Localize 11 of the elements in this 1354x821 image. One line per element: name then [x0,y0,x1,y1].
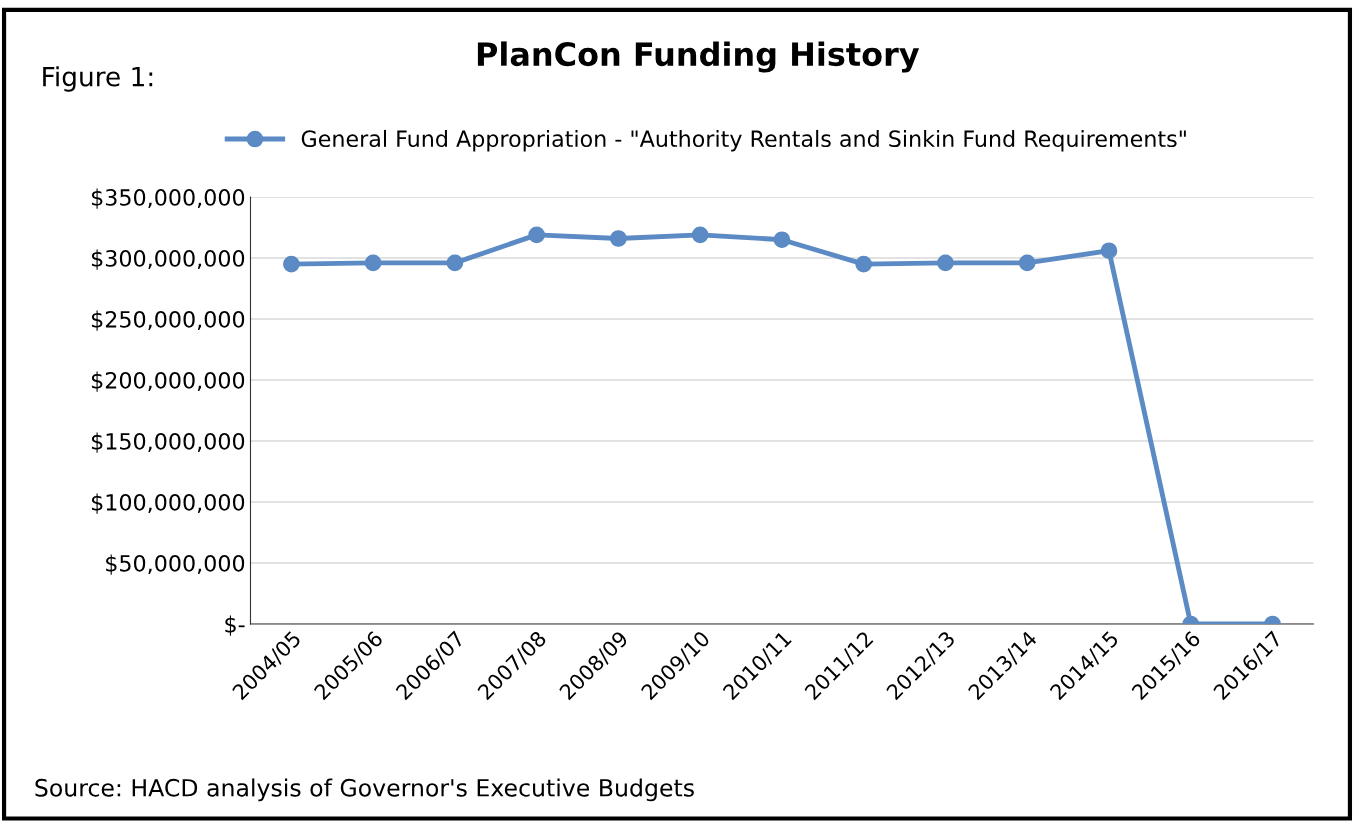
y-tick-label: $50,000,000 [106,554,245,575]
y-tick-label: $200,000,000 [91,371,245,392]
chart-title: PlanCon Funding History [477,41,920,73]
y-tick-label: $350,000,000 [91,188,245,209]
source-note: Source: HACD analysis of Governor's Executive Budgets [35,778,694,802]
y-tick-label: $300,000,000 [91,249,245,270]
y-tick-label: $150,000,000 [91,432,245,453]
y-tick-label: $100,000,000 [91,493,245,514]
y-tick-label: $250,000,000 [91,310,245,331]
caption: Figure 1: [43,66,153,92]
legend-label: General Fund Appropriation - "Authority Rentals and Sinkin Fund Requirements" [301,129,1186,152]
